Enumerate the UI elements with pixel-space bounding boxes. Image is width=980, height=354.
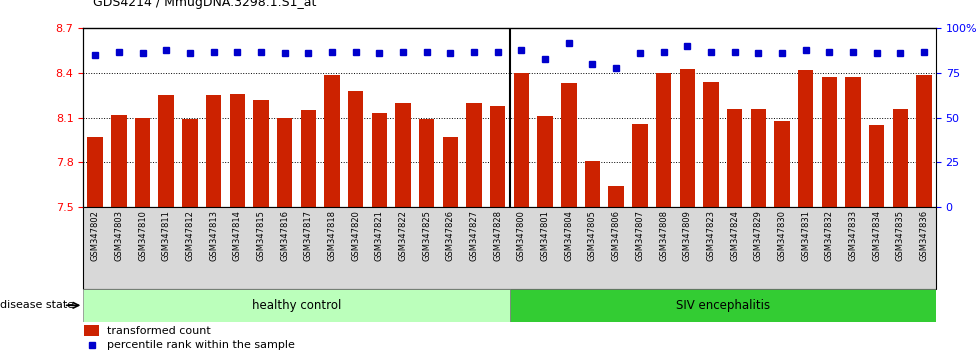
Bar <box>253 100 269 207</box>
Bar <box>443 137 458 207</box>
Text: GSM347823: GSM347823 <box>707 210 715 261</box>
Bar <box>419 119 434 207</box>
Text: GSM347817: GSM347817 <box>304 210 313 261</box>
Text: GSM347828: GSM347828 <box>493 210 503 261</box>
Bar <box>229 94 245 207</box>
Bar <box>609 186 624 207</box>
Text: GSM347814: GSM347814 <box>232 210 242 261</box>
Bar <box>514 73 529 207</box>
Text: GSM347821: GSM347821 <box>374 210 384 261</box>
Bar <box>679 69 695 207</box>
Bar <box>537 116 553 207</box>
Bar <box>632 124 648 207</box>
Text: GSM347803: GSM347803 <box>115 210 123 261</box>
Text: GSM347807: GSM347807 <box>635 210 645 261</box>
Text: GSM347813: GSM347813 <box>209 210 219 261</box>
Text: GSM347835: GSM347835 <box>896 210 905 261</box>
Text: transformed count: transformed count <box>107 326 211 336</box>
Text: GSM347815: GSM347815 <box>257 210 266 261</box>
Text: GSM347812: GSM347812 <box>185 210 194 261</box>
Text: GSM347830: GSM347830 <box>777 210 787 261</box>
Text: GSM347822: GSM347822 <box>399 210 408 261</box>
Bar <box>301 110 316 207</box>
Bar <box>87 137 103 207</box>
Text: GSM347826: GSM347826 <box>446 210 455 261</box>
Text: GSM347816: GSM347816 <box>280 210 289 261</box>
Bar <box>510 289 936 322</box>
Bar <box>159 95 173 207</box>
Text: GSM347833: GSM347833 <box>849 210 858 262</box>
Text: SIV encephalitis: SIV encephalitis <box>675 299 770 312</box>
Text: GSM347809: GSM347809 <box>683 210 692 261</box>
Text: GSM347805: GSM347805 <box>588 210 597 261</box>
Bar <box>869 125 884 207</box>
Text: GSM347836: GSM347836 <box>919 210 929 262</box>
Bar <box>916 74 932 207</box>
Text: percentile rank within the sample: percentile rank within the sample <box>107 340 295 350</box>
Bar <box>751 109 766 207</box>
Text: GSM347827: GSM347827 <box>469 210 478 261</box>
Text: GSM347820: GSM347820 <box>351 210 361 261</box>
Text: GDS4214 / MmugDNA.3298.1.S1_at: GDS4214 / MmugDNA.3298.1.S1_at <box>93 0 317 9</box>
Bar <box>798 70 813 207</box>
Bar <box>324 74 340 207</box>
Bar <box>371 113 387 207</box>
Text: GSM347834: GSM347834 <box>872 210 881 261</box>
Text: GSM347824: GSM347824 <box>730 210 739 261</box>
Text: GSM347818: GSM347818 <box>327 210 336 261</box>
Bar <box>774 121 790 207</box>
Bar <box>821 78 837 207</box>
Text: disease state: disease state <box>0 300 74 310</box>
Bar <box>348 91 364 207</box>
Bar <box>83 289 510 322</box>
Bar <box>490 106 506 207</box>
Text: GSM347832: GSM347832 <box>825 210 834 261</box>
Text: GSM347808: GSM347808 <box>659 210 668 261</box>
Bar <box>656 73 671 207</box>
Text: GSM347831: GSM347831 <box>801 210 810 261</box>
Bar <box>466 103 482 207</box>
Text: GSM347810: GSM347810 <box>138 210 147 261</box>
Bar <box>206 95 221 207</box>
Text: GSM347825: GSM347825 <box>422 210 431 261</box>
Bar <box>111 115 126 207</box>
Text: GSM347811: GSM347811 <box>162 210 171 261</box>
Bar <box>395 103 411 207</box>
Text: GSM347801: GSM347801 <box>541 210 550 261</box>
Text: GSM347806: GSM347806 <box>612 210 620 261</box>
Bar <box>277 118 292 207</box>
Bar <box>182 119 198 207</box>
Bar <box>585 161 600 207</box>
Text: GSM347802: GSM347802 <box>90 210 100 261</box>
Bar <box>727 109 742 207</box>
Bar <box>704 82 718 207</box>
Bar <box>562 84 576 207</box>
Text: GSM347800: GSM347800 <box>516 210 526 261</box>
Text: GSM347829: GSM347829 <box>754 210 762 261</box>
Text: healthy control: healthy control <box>252 299 341 312</box>
Bar <box>84 325 100 336</box>
Text: GSM347804: GSM347804 <box>564 210 573 261</box>
Bar <box>135 118 150 207</box>
Bar <box>893 109 908 207</box>
Bar <box>846 78 860 207</box>
